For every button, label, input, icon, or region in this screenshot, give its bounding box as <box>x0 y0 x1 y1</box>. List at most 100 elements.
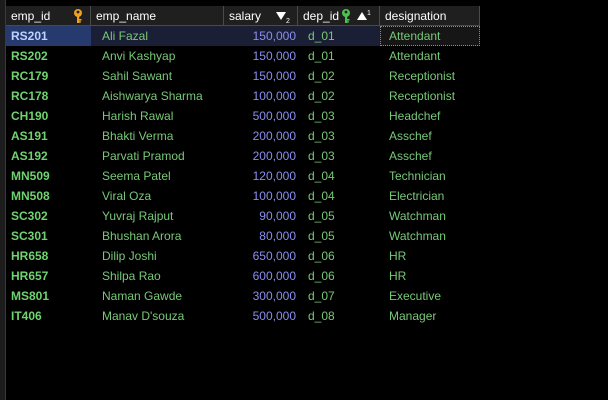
column-header-emp-id[interactable]: emp_id <box>6 6 91 26</box>
cell-designation[interactable]: Attendant <box>380 26 480 46</box>
table-row[interactable]: AS192 Parvati Pramod 200,000 d_03 Assche… <box>6 146 480 166</box>
cell-emp-name[interactable]: Ali Fazal <box>91 26 224 46</box>
cell-designation[interactable]: Receptionist <box>389 69 456 83</box>
cell-emp-id[interactable]: SC302 <box>11 209 48 223</box>
cell-dep-id[interactable]: d_03 <box>308 129 335 143</box>
cell-emp-name[interactable]: Parvati Pramod <box>102 149 185 163</box>
cell-salary[interactable]: 150,000 <box>224 26 298 46</box>
cell-emp-name[interactable]: Dilip Joshi <box>102 249 157 263</box>
column-header-designation[interactable]: designation <box>380 6 480 26</box>
cell-salary[interactable]: 90,000 <box>259 209 296 223</box>
cell-designation[interactable]: Receptionist <box>389 89 456 103</box>
cell-emp-name[interactable]: Viral Oza <box>102 189 152 203</box>
cell-emp-name[interactable]: Anvi Kashyap <box>102 49 176 63</box>
cell-salary[interactable]: 650,000 <box>252 249 296 263</box>
cell-emp-name[interactable]: Yuvraj Rajput <box>102 209 174 223</box>
cell-salary[interactable]: 100,000 <box>252 189 296 203</box>
cell-salary[interactable]: 120,000 <box>252 169 296 183</box>
cell-emp-name[interactable]: Manav D'souza <box>102 309 185 323</box>
cell-designation[interactable]: HR <box>389 269 407 283</box>
table-row[interactable]: SC302 Yuvraj Rajput 90,000 d_05 Watchman <box>6 206 480 226</box>
column-header-label: salary <box>229 9 262 23</box>
cell-designation[interactable]: Headchef <box>389 109 441 123</box>
cell-emp-name[interactable]: Shilpa Rao <box>102 269 161 283</box>
cell-emp-name[interactable]: Naman Gawde <box>102 289 183 303</box>
table-row[interactable]: MN509 Seema Patel 120,000 d_04 Technicia… <box>6 166 480 186</box>
cell-salary[interactable]: 500,000 <box>252 109 296 123</box>
cell-emp-id[interactable]: IT406 <box>11 309 42 323</box>
cell-salary[interactable]: 300,000 <box>252 289 296 303</box>
cell-dep-id[interactable]: d_08 <box>308 309 335 323</box>
cell-designation[interactable]: Asschef <box>389 129 432 143</box>
column-header-dep-id[interactable]: dep_id 1 <box>298 6 380 26</box>
foreign-key-icon <box>342 9 350 23</box>
column-header-emp-name[interactable]: emp_name <box>91 6 224 26</box>
cell-salary[interactable]: 200,000 <box>252 149 296 163</box>
column-header-salary[interactable]: salary 2 <box>224 6 298 26</box>
table-row[interactable]: RC179 Sahil Sawant 150,000 d_02 Receptio… <box>6 66 480 86</box>
cell-emp-id[interactable]: MN508 <box>11 189 50 203</box>
cell-emp-id[interactable]: SC301 <box>11 229 48 243</box>
cell-emp-name[interactable]: Harish Rawal <box>102 109 174 123</box>
cell-emp-id[interactable]: MS801 <box>11 289 50 303</box>
cell-emp-id[interactable]: RS202 <box>11 49 48 63</box>
cell-emp-name[interactable]: Seema Patel <box>102 169 171 183</box>
cell-designation[interactable]: HR <box>389 249 407 263</box>
cell-emp-name[interactable]: Sahil Sawant <box>102 69 173 83</box>
cell-emp-id[interactable]: RC178 <box>11 89 49 103</box>
table-row[interactable]: RS201 Ali Fazal 150,000 d_01 Attendant <box>6 26 480 46</box>
cell-emp-name[interactable]: Bhakti Verma <box>102 129 174 143</box>
cell-dep-id[interactable]: d_04 <box>308 169 335 183</box>
cell-emp-id[interactable]: HR657 <box>11 269 49 283</box>
cell-emp-name[interactable]: Bhushan Arora <box>102 229 182 243</box>
cell-dep-id[interactable]: d_06 <box>308 249 335 263</box>
table-row[interactable]: MS801 Naman Gawde 300,000 d_07 Executive <box>6 286 480 306</box>
table-row[interactable]: RS202 Anvi Kashyap 150,000 d_01 Attendan… <box>6 46 480 66</box>
row-selector-rail[interactable] <box>0 0 6 400</box>
cell-dep-id[interactable]: d_03 <box>308 109 335 123</box>
cell-dep-id[interactable]: d_03 <box>308 149 335 163</box>
table-row[interactable]: IT406 Manav D'souza 500,000 d_08 Manager <box>6 306 480 326</box>
cell-dep-id[interactable]: d_01 <box>308 49 335 63</box>
table-row[interactable]: SC301 Bhushan Arora 80,000 d_05 Watchman <box>6 226 480 246</box>
cell-dep-id[interactable]: d_07 <box>308 289 335 303</box>
table-row[interactable]: MN508 Viral Oza 100,000 d_04 Electrician <box>6 186 480 206</box>
cell-designation[interactable]: Technician <box>389 169 446 183</box>
cell-emp-id[interactable]: AS191 <box>11 129 48 143</box>
cell-dep-id[interactable]: d_06 <box>308 269 335 283</box>
cell-designation[interactable]: Watchman <box>389 209 446 223</box>
cell-emp-id[interactable]: CH190 <box>11 109 49 123</box>
cell-designation[interactable]: Manager <box>389 309 437 323</box>
cell-emp-name[interactable]: Aishwarya Sharma <box>102 89 203 103</box>
table-row[interactable]: RC178 Aishwarya Sharma 100,000 d_02 Rece… <box>6 86 480 106</box>
cell-salary[interactable]: 150,000 <box>252 49 296 63</box>
cell-dep-id[interactable]: d_05 <box>308 209 335 223</box>
cell-designation[interactable]: Watchman <box>389 229 446 243</box>
cell-designation[interactable]: Electrician <box>389 189 445 203</box>
cell-emp-id[interactable]: RS201 <box>6 26 91 46</box>
table-row[interactable]: CH190 Harish Rawal 500,000 d_03 Headchef <box>6 106 480 126</box>
cell-designation[interactable]: Executive <box>389 289 442 303</box>
cell-emp-id[interactable]: MN509 <box>11 169 50 183</box>
cell-emp-id[interactable]: AS192 <box>11 149 48 163</box>
cell-salary[interactable]: 100,000 <box>252 89 296 103</box>
column-header-label: emp_name <box>96 9 157 23</box>
cell-dep-id[interactable]: d_02 <box>308 69 335 83</box>
table-row[interactable]: HR658 Dilip Joshi 650,000 d_06 HR <box>6 246 480 266</box>
cell-salary[interactable]: 200,000 <box>252 129 296 143</box>
cell-designation[interactable]: Attendant <box>389 49 441 63</box>
cell-salary[interactable]: 80,000 <box>259 229 296 243</box>
cell-dep-id[interactable]: d_05 <box>308 229 335 243</box>
cell-salary[interactable]: 600,000 <box>252 269 296 283</box>
cell-dep-id[interactable]: d_04 <box>308 189 335 203</box>
cell-dep-id[interactable]: d_02 <box>308 89 335 103</box>
cell-salary[interactable]: 500,000 <box>252 309 296 323</box>
cell-designation[interactable]: Asschef <box>389 149 432 163</box>
column-header-label: emp_id <box>11 9 51 23</box>
cell-emp-id[interactable]: RC179 <box>11 69 49 83</box>
cell-dep-id[interactable]: d_01 <box>298 26 380 46</box>
cell-salary[interactable]: 150,000 <box>252 69 296 83</box>
table-row[interactable]: HR657 Shilpa Rao 600,000 d_06 HR <box>6 266 480 286</box>
table-row[interactable]: AS191 Bhakti Verma 200,000 d_03 Asschef <box>6 126 480 146</box>
cell-emp-id[interactable]: HR658 <box>11 249 49 263</box>
